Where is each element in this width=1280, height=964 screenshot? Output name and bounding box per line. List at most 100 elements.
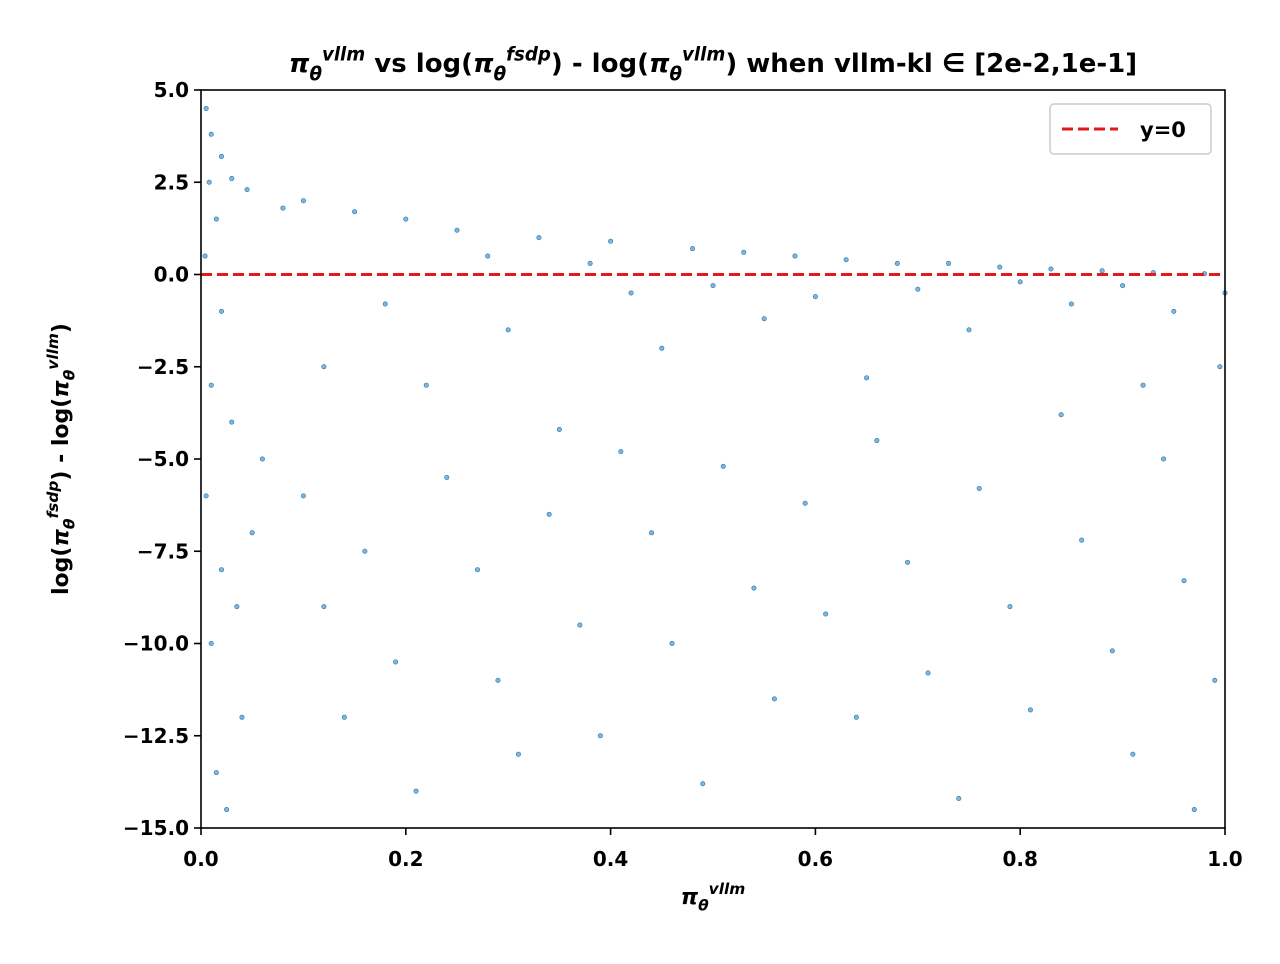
- y-tick-label: −10.0: [123, 632, 189, 656]
- scatter-point: [812, 294, 818, 300]
- text-segment: ): [49, 323, 74, 333]
- scatter-point: [218, 308, 224, 314]
- text-segment: vllm: [709, 880, 746, 898]
- scatter-point: [1027, 707, 1033, 713]
- scatter-point: [925, 670, 931, 676]
- scatter-point: [536, 235, 542, 241]
- scatter-point: [823, 611, 829, 617]
- text-segment: ) when vllm-kl ∈ [2e-2,1e-1]: [725, 49, 1137, 79]
- scatter-point: [224, 807, 230, 813]
- scatter-point: [1217, 364, 1223, 370]
- y-tick-label: −12.5: [123, 724, 189, 748]
- scatter-point: [244, 187, 250, 193]
- scatter-point: [474, 567, 480, 573]
- scatter-point: [761, 316, 767, 322]
- scatter-point: [659, 345, 665, 351]
- scatter-point: [710, 283, 716, 289]
- scatter-point: [1212, 677, 1218, 683]
- scatter-point: [454, 227, 460, 233]
- scatter-point: [300, 198, 306, 204]
- text-segment: π: [49, 380, 74, 398]
- scatter-point: [382, 301, 388, 307]
- scatter-point: [213, 216, 219, 222]
- scatter-point: [669, 640, 675, 646]
- y-tick-label: 0.0: [154, 263, 189, 287]
- text-segment: θ: [698, 897, 709, 915]
- scatter-point: [352, 209, 358, 215]
- x-tick-label: 1.0: [1207, 847, 1242, 871]
- scatter-point: [853, 714, 859, 720]
- scatter-point: [249, 530, 255, 536]
- text-segment: ) - log(: [551, 49, 649, 79]
- scatter-point: [577, 622, 583, 628]
- text-segment: π: [681, 885, 699, 910]
- scatter-point: [444, 474, 450, 480]
- scatter-point: [239, 714, 245, 720]
- scatter-point: [1140, 382, 1146, 388]
- scatter-point: [259, 456, 265, 462]
- text-segment: log(: [49, 547, 74, 595]
- scatter-point: [1058, 412, 1064, 418]
- scatter-point: [403, 216, 409, 222]
- scatter-point: [423, 382, 429, 388]
- scatter-point: [229, 419, 235, 425]
- text-segment: vs log(: [365, 49, 473, 79]
- scatter-point: [393, 659, 399, 665]
- text-segment: π: [649, 49, 670, 79]
- text-segment: vllm: [322, 44, 365, 65]
- scatter-point: [341, 714, 347, 720]
- text-segment: π: [473, 49, 494, 79]
- scatter-point: [362, 548, 368, 554]
- scatter-point: [802, 500, 808, 506]
- scatter-point: [208, 131, 214, 137]
- scatter-point: [618, 449, 624, 455]
- x-tick-label: 0.4: [593, 847, 628, 871]
- y-tick-label: −15.0: [123, 816, 189, 840]
- scatter-point: [1079, 537, 1085, 543]
- scatter-point: [1017, 279, 1023, 285]
- scatter-point: [741, 249, 747, 255]
- scatter-point: [505, 327, 511, 333]
- scatter-point: [321, 604, 327, 610]
- scatter-point: [1099, 268, 1105, 274]
- scatter-point: [1068, 301, 1074, 307]
- scatter-point: [218, 567, 224, 573]
- scatter-point: [213, 770, 219, 776]
- text-segment: θ: [309, 64, 322, 85]
- text-segment: vllm: [44, 333, 62, 370]
- legend-label: y=0: [1140, 118, 1186, 142]
- x-tick-label: 0.2: [388, 847, 423, 871]
- scatter-point: [608, 238, 614, 244]
- scatter-point: [771, 696, 777, 702]
- scatter-point: [690, 246, 696, 252]
- scatter-point: [792, 253, 798, 259]
- scatter-point: [966, 327, 972, 333]
- x-axis-label: πθvllm: [681, 880, 746, 915]
- text-segment: θ: [61, 369, 79, 380]
- scatter-point: [1191, 807, 1197, 813]
- chart-title: πθvllm vs log(πθfsdp) - log(πθvllm) when…: [289, 44, 1137, 85]
- scatter-point: [751, 585, 757, 591]
- text-segment: π: [49, 529, 74, 547]
- y-tick-label: 2.5: [154, 170, 189, 194]
- scatter-point: [485, 253, 491, 259]
- scatter-point: [597, 733, 603, 739]
- scatter-point: [628, 290, 634, 296]
- scatter-point: [229, 176, 235, 182]
- scatter-point: [203, 105, 209, 111]
- scatter-point: [720, 463, 726, 469]
- scatter-point: [1120, 283, 1126, 289]
- text-segment: θ: [670, 64, 683, 85]
- legend-box: [1049, 103, 1212, 155]
- scatter-point: [208, 382, 214, 388]
- text-segment: π: [289, 49, 310, 79]
- scatter-point: [649, 530, 655, 536]
- text-segment: θ: [61, 518, 79, 529]
- scatter-point: [700, 781, 706, 787]
- y-tick-label: 5.0: [154, 78, 189, 102]
- scatter-point: [218, 153, 224, 159]
- text-segment: fsdp: [506, 44, 551, 65]
- scatter-point: [1181, 578, 1187, 584]
- text-segment: ) - log(: [49, 398, 74, 481]
